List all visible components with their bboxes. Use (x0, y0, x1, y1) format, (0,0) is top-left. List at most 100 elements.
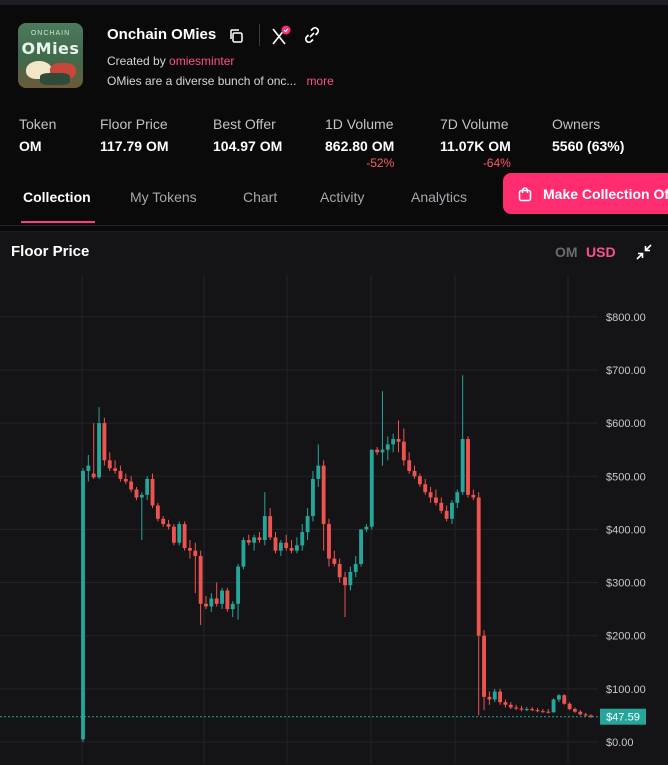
candle-body (380, 449, 385, 453)
candle-body (556, 695, 561, 700)
candle-body (417, 476, 422, 485)
candle-body (364, 526, 369, 530)
candle-body (311, 478, 315, 517)
candle-body (498, 691, 503, 703)
candle-body (546, 711, 551, 713)
candle-body (423, 484, 428, 493)
stat-floor-price: Floor Price 117.79 OM (100, 116, 169, 154)
candle-body (81, 470, 85, 740)
stat-1d-volume: 1D Volume 862.80 OM -52% (325, 116, 395, 170)
candle-body (327, 524, 331, 559)
make-collection-offer-button[interactable]: Make Collection Of (503, 173, 668, 214)
stat-7d-volume: 7D Volume 11.07K OM -64% (440, 116, 511, 170)
candle-body (450, 502, 454, 519)
candle-body (97, 423, 101, 478)
candle-body (343, 577, 347, 586)
collapse-icon[interactable] (634, 242, 654, 262)
candle-body (91, 473, 96, 478)
stat-best-offer: Best Offer 104.97 OM (213, 116, 283, 154)
y-tick-label: $500.00 (606, 471, 646, 483)
collection-logo: ONCHAIN OMies (18, 23, 83, 88)
tab-collection[interactable]: Collection (23, 189, 91, 205)
tab-chart[interactable]: Chart (243, 189, 278, 205)
candle-body (540, 711, 545, 713)
candle-body (204, 603, 208, 607)
candle-body (294, 545, 299, 551)
candle-body (375, 449, 380, 453)
tab-bar: Collection My Tokens Chart Activity Anal… (0, 175, 668, 226)
candle-body (214, 598, 219, 604)
floor-price-chart[interactable]: $0.00 $100.00 $200.00 $300.00 $400.00 $500.00… (0, 275, 668, 764)
candle-body (332, 558, 337, 564)
currency-toggle-usd[interactable]: USD (586, 244, 616, 260)
y-tick-label: $700.00 (606, 365, 646, 377)
candle-body (589, 715, 593, 717)
y-tick-label: $200.00 (606, 631, 646, 643)
candle-body (401, 441, 406, 461)
candle-body (241, 540, 246, 567)
y-tick-label: $600.00 (606, 418, 646, 430)
currency-toggle-om[interactable]: OM (555, 244, 578, 260)
y-tick-label: $400.00 (606, 524, 646, 536)
candle-body (551, 699, 556, 713)
candle-body (107, 460, 112, 469)
logo-subtext: ONCHAIN (30, 30, 71, 37)
candle-body (273, 537, 278, 551)
candle-body (166, 524, 171, 527)
creator-link[interactable]: omiesminter (169, 54, 235, 68)
candle-body (113, 468, 118, 471)
candle-body (102, 423, 107, 461)
candle-body (161, 518, 166, 525)
candle-body (562, 695, 567, 704)
candle-body (519, 708, 524, 710)
candle-body (182, 524, 187, 549)
candle-body (487, 696, 492, 700)
candle-body (444, 510, 449, 519)
candle-body (257, 537, 262, 541)
x-twitter-icon[interactable] (270, 25, 292, 47)
more-link[interactable]: more (306, 74, 334, 88)
candle-body (524, 709, 529, 711)
candle-body (391, 439, 396, 445)
collection-name: Onchain OMies (107, 26, 217, 43)
candle-body (434, 497, 438, 503)
copy-icon[interactable] (228, 28, 244, 44)
candle-body (305, 516, 310, 533)
panel-title: Floor Price (11, 243, 90, 260)
link-icon[interactable] (302, 25, 322, 45)
candle-body (193, 550, 198, 556)
candle-body (460, 439, 465, 493)
stat-token: Token OM (19, 116, 57, 154)
candle-body (321, 465, 326, 525)
candle-body (118, 470, 123, 479)
candle-body (578, 711, 583, 715)
candle-body (134, 489, 139, 498)
tab-my-tokens[interactable]: My Tokens (130, 189, 197, 205)
candle-body (476, 497, 481, 636)
candle-body (316, 465, 321, 479)
candle-body (150, 478, 155, 506)
candle-body (503, 702, 508, 705)
candle-body (573, 709, 577, 712)
candle-body (508, 704, 513, 708)
candle-body (230, 603, 235, 610)
candle-body (428, 492, 433, 498)
candle-body (455, 492, 460, 503)
candle-body (567, 703, 572, 710)
candle-body (171, 526, 176, 543)
tab-activity[interactable]: Activity (320, 189, 365, 205)
stat-1d-change: -52% (366, 156, 395, 170)
header-divider (259, 24, 260, 46)
candle-body (482, 635, 486, 697)
tab-analytics[interactable]: Analytics (411, 189, 468, 205)
candle-body (236, 566, 240, 604)
candle-body (284, 542, 289, 549)
shopping-bag-icon (518, 186, 532, 201)
current-price-badge (600, 708, 646, 725)
stat-7d-change: -64% (482, 156, 511, 170)
candle-body (145, 478, 150, 495)
candle-body (209, 598, 214, 607)
candle-body (407, 460, 412, 471)
active-tab-indicator (21, 221, 95, 223)
created-by: Created by omiesminter (107, 54, 235, 68)
